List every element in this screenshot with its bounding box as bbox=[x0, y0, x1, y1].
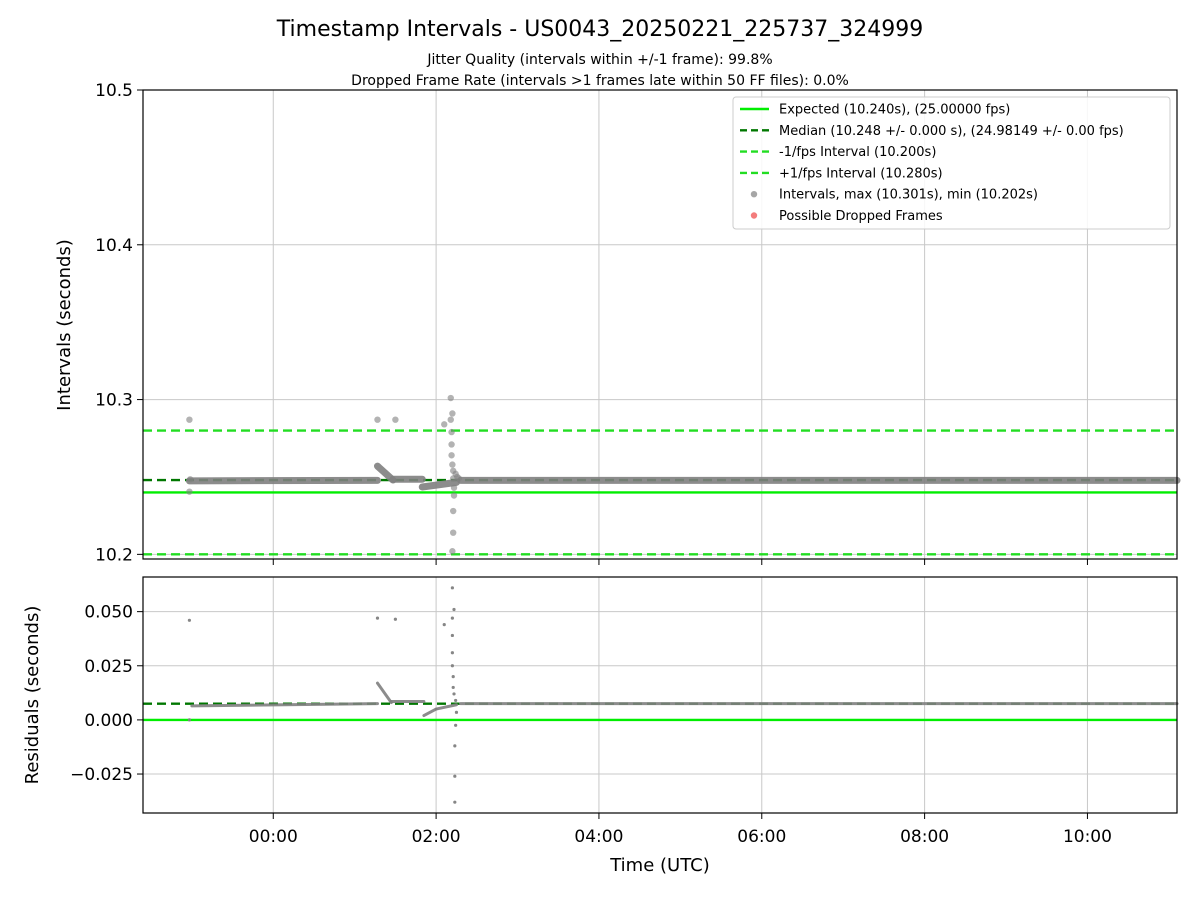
y-tick-label: 10.4 bbox=[95, 236, 133, 256]
intervals-data-point bbox=[441, 421, 448, 428]
x-tick-label: 08:00 bbox=[900, 827, 949, 847]
intervals-interval-band bbox=[418, 478, 460, 491]
residuals-data-point bbox=[453, 774, 457, 778]
residuals-data-point bbox=[452, 692, 456, 696]
x-axis-label: Time (UTC) bbox=[609, 855, 710, 876]
residuals-plot-frame bbox=[142, 576, 1178, 814]
legend-label: Median (10.248 +/- 0.000 s), (24.98149 +… bbox=[779, 124, 1124, 139]
legend-label: Expected (10.240s), (25.00000 fps) bbox=[779, 103, 1010, 118]
residuals-data-point bbox=[451, 685, 455, 690]
legend-items: Expected (10.240s), (25.00000 fps) Median… bbox=[740, 103, 1124, 224]
residuals-x-ticks: 00:00 02:00 04:00 06:00 08:00 10:00 bbox=[249, 813, 1112, 847]
residuals-interval-band bbox=[434, 703, 458, 711]
y-tick-label: 10.5 bbox=[95, 81, 133, 101]
legend-marker bbox=[750, 191, 758, 198]
residuals-data-point bbox=[451, 674, 455, 679]
intervals-data-point bbox=[449, 461, 456, 468]
residuals-data-point bbox=[187, 718, 192, 722]
residuals-y-ticks: −0.025 0.000 0.025 0.050 bbox=[70, 603, 143, 785]
intervals-data-point bbox=[448, 441, 455, 448]
residuals-data-point bbox=[442, 623, 446, 627]
intervals-y-ticks: 10.2 10.3 10.4 10.5 bbox=[95, 81, 143, 565]
intervals-data-point bbox=[448, 428, 455, 436]
y-tick-label: 10.3 bbox=[95, 391, 133, 411]
legend-box bbox=[732, 96, 1171, 230]
y-tick-label: 10.2 bbox=[95, 545, 133, 565]
intervals-data-point bbox=[187, 476, 194, 483]
residuals-data-point bbox=[450, 616, 454, 620]
x-tick-label: 02:00 bbox=[412, 827, 461, 847]
intervals-data-point bbox=[450, 507, 457, 515]
residuals-data-point bbox=[187, 618, 192, 622]
intervals-data-point bbox=[455, 475, 463, 482]
residuals-panel: −0.025 0.000 0.025 0.050 00:00 02:00 04:00 06:… bbox=[22, 576, 1179, 847]
intervals-plot-frame bbox=[142, 89, 1178, 560]
intervals-data-point bbox=[186, 488, 193, 495]
residuals-data-point bbox=[454, 723, 458, 727]
residuals-data-point bbox=[375, 616, 380, 620]
residuals-interval-band bbox=[375, 681, 393, 705]
residuals-data-point bbox=[454, 710, 459, 714]
legend-marker bbox=[750, 212, 758, 219]
intervals-data-point bbox=[450, 529, 457, 536]
x-tick-label: 00:00 bbox=[249, 827, 298, 847]
intervals-data-point bbox=[450, 484, 458, 491]
chart-subtitle-jitter: Jitter Quality (intervals within +/-1 fr… bbox=[426, 52, 772, 68]
intervals-data-point bbox=[392, 416, 399, 423]
legend: Expected (10.240s), (25.00000 fps) Median… bbox=[732, 96, 1171, 230]
chart-title: Timestamp Intervals - US0043_20250221_22… bbox=[276, 17, 923, 42]
y-tick-label: 0.000 bbox=[84, 711, 133, 731]
residuals-series bbox=[187, 586, 1179, 804]
chart-subtitle-dropped: Dropped Frame Rate (intervals >1 frames … bbox=[351, 73, 849, 89]
intervals-series bbox=[185, 394, 1181, 555]
residuals-data-point bbox=[450, 633, 454, 638]
residuals-data-point bbox=[452, 607, 456, 612]
intervals-data-point bbox=[450, 492, 458, 499]
legend-label: Possible Dropped Frames bbox=[779, 209, 943, 224]
intervals-x-ticks bbox=[272, 559, 1088, 565]
y-tick-label: −0.025 bbox=[70, 765, 133, 785]
x-tick-label: 10:00 bbox=[1063, 827, 1112, 847]
y-tick-label: 0.025 bbox=[84, 657, 133, 677]
residuals-data-point bbox=[450, 651, 454, 655]
intervals-data-point bbox=[374, 416, 381, 423]
y-tick-label: 0.050 bbox=[84, 603, 133, 623]
intervals-data-point bbox=[449, 410, 456, 417]
residuals-interval-band bbox=[190, 702, 379, 708]
residuals-data-point bbox=[393, 617, 397, 621]
intervals-data-point bbox=[447, 416, 454, 423]
intervals-data-point bbox=[447, 394, 454, 402]
intervals-panel: 10.2 10.3 10.4 10.5 Intervals (seconds) Exp… bbox=[54, 81, 1181, 565]
residuals-data-point bbox=[450, 586, 454, 590]
intervals-y-axis-label: Intervals (seconds) bbox=[54, 239, 75, 411]
x-tick-label: 06:00 bbox=[737, 827, 786, 847]
intervals-data-point bbox=[186, 416, 193, 423]
residuals-data-point bbox=[453, 800, 457, 804]
legend-label: -1/fps Interval (10.200s) bbox=[779, 145, 936, 160]
residuals-data-point bbox=[450, 664, 454, 668]
legend-label: Intervals, max (10.301s), min (10.202s) bbox=[779, 188, 1038, 203]
intervals-data-point bbox=[449, 548, 456, 555]
legend-label: +1/fps Interval (10.280s) bbox=[779, 166, 943, 181]
residuals-y-axis-label: Residuals (seconds) bbox=[22, 606, 43, 785]
x-tick-label: 04:00 bbox=[574, 827, 623, 847]
residuals-data-point bbox=[454, 698, 458, 703]
residuals-interval-band bbox=[422, 707, 438, 718]
residuals-data-point bbox=[453, 744, 457, 748]
intervals-data-point bbox=[448, 452, 455, 459]
